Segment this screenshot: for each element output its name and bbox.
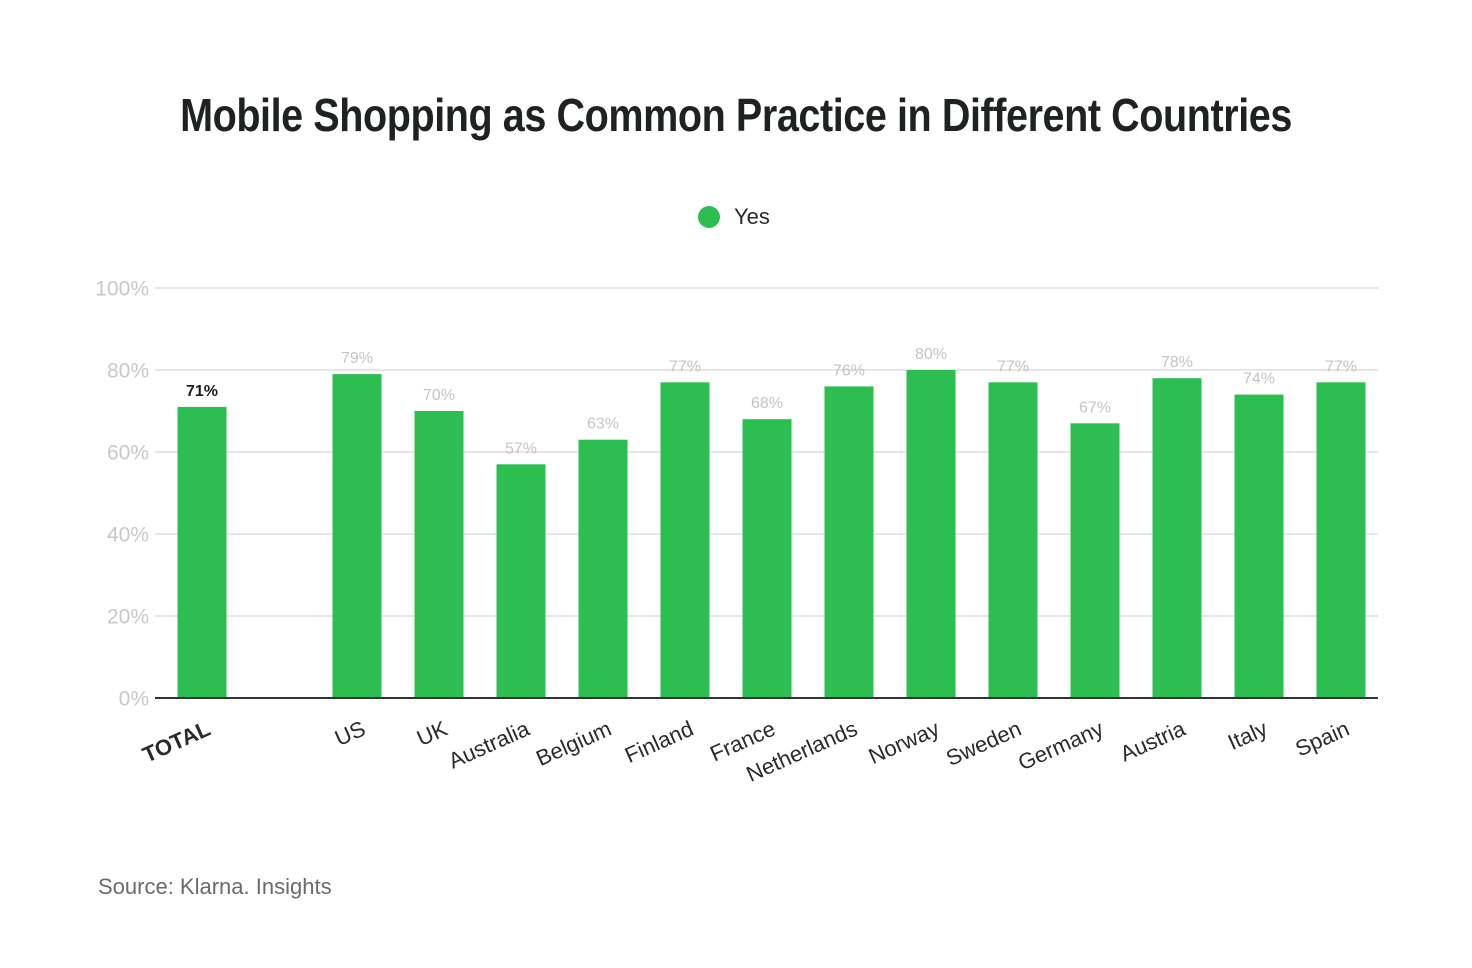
value-label-germany: 67% xyxy=(1079,399,1111,416)
bar-spain xyxy=(1316,382,1366,698)
y-axis-ticks: 0% 20% 40% 60% 80% 100% xyxy=(95,278,149,711)
source-note: Source: Klarna. Insights xyxy=(98,874,332,899)
x-tick-label-us: US xyxy=(331,716,369,751)
y-tick-label-60: 60% xyxy=(107,442,149,465)
bar-france xyxy=(742,419,792,698)
y-tick-label-20: 20% xyxy=(107,606,149,629)
bar-us xyxy=(332,374,382,698)
x-tick-label-belgium: Belgium xyxy=(532,716,615,771)
value-label-finland: 77% xyxy=(669,358,701,375)
bar-total xyxy=(177,406,227,698)
x-tick-label-germany: Germany xyxy=(1014,716,1107,776)
bar-uk xyxy=(414,411,464,698)
legend-label-yes: Yes xyxy=(734,204,770,229)
y-tick-label-0: 0% xyxy=(119,688,149,711)
y-tick-label-40: 40% xyxy=(107,524,149,547)
value-labels: 71% 79% 70% 57% 63% 77% 68% 76% 80% 77% 67% 78% 74% 7… xyxy=(186,346,1357,457)
legend: Yes xyxy=(698,204,770,229)
bar-belgium xyxy=(578,439,628,698)
value-label-netherlands: 76% xyxy=(833,362,865,379)
value-label-uk: 70% xyxy=(423,387,455,404)
bar-australia xyxy=(496,464,546,698)
y-tick-label-80: 80% xyxy=(107,360,149,383)
value-label-total: 71% xyxy=(186,383,218,400)
value-label-italy: 74% xyxy=(1243,371,1275,388)
bar-germany xyxy=(1070,423,1120,698)
value-label-spain: 77% xyxy=(1325,358,1357,375)
bar-finland xyxy=(660,382,710,698)
value-label-belgium: 63% xyxy=(587,416,619,433)
value-label-sweden: 77% xyxy=(997,358,1029,375)
bar-sweden xyxy=(988,382,1038,698)
x-tick-label-australia: Australia xyxy=(445,715,534,773)
bar-italy xyxy=(1234,394,1284,698)
x-tick-label-austria: Austria xyxy=(1116,715,1189,766)
value-label-norway: 80% xyxy=(915,346,947,363)
chart-title: Mobile Shopping as Common Practice in Di… xyxy=(180,89,1292,141)
x-tick-label-uk: UK xyxy=(413,716,451,751)
bar-netherlands xyxy=(824,386,874,698)
x-tick-label-spain: Spain xyxy=(1291,716,1353,762)
x-tick-label-italy: Italy xyxy=(1224,716,1271,755)
bar-austria xyxy=(1152,378,1202,698)
value-label-france: 68% xyxy=(751,395,783,412)
value-label-austria: 78% xyxy=(1161,354,1193,371)
x-tick-label-sweden: Sweden xyxy=(942,716,1025,771)
legend-swatch-yes xyxy=(698,206,720,228)
bars xyxy=(177,370,1366,698)
x-tick-label-norway: Norway xyxy=(865,716,943,769)
y-tick-label-100: 100% xyxy=(95,278,149,301)
value-label-australia: 57% xyxy=(505,440,537,457)
value-label-us: 79% xyxy=(341,350,373,367)
x-tick-label-total: TOTAL xyxy=(139,716,214,768)
bar-norway xyxy=(906,370,956,698)
x-tick-label-finland: Finland xyxy=(621,716,697,768)
